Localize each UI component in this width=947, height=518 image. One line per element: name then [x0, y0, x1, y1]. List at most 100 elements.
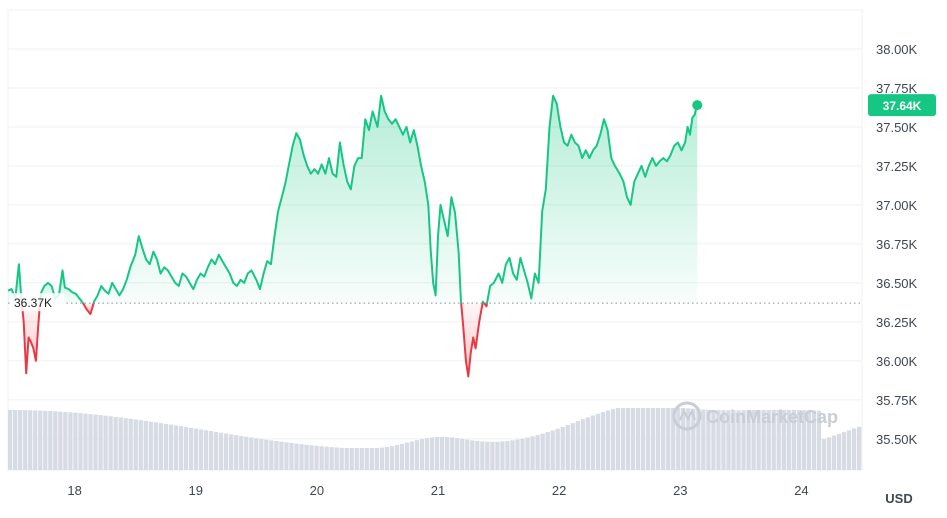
volume-bar: [18, 410, 23, 470]
volume-bar: [671, 408, 676, 470]
last-price-label: 37.64K: [883, 99, 922, 113]
volume-bar: [409, 441, 415, 470]
volume-bar: [645, 408, 651, 470]
watermark: CoinMarketCap: [672, 401, 838, 431]
volume-bar: [314, 445, 319, 470]
volume-bar: [721, 410, 726, 470]
volume-bar: [8, 410, 13, 470]
volume-bar: [98, 415, 103, 470]
volume-bar: [264, 439, 269, 470]
volume-bar: [620, 408, 626, 470]
volume-bar: [811, 410, 817, 470]
y-tick-label: 36.00K: [876, 354, 918, 369]
y-tick-label: 37.75K: [876, 81, 918, 96]
volume-bar: [138, 420, 143, 470]
volume-bar: [791, 409, 796, 470]
volume-bar: [610, 409, 616, 470]
price-line: [7, 94, 699, 378]
volume-bar: [289, 442, 294, 470]
y-tick-label: 37.50K: [876, 120, 918, 135]
volume-bar: [681, 408, 686, 470]
volume-bar: [269, 440, 274, 470]
volume-bar: [123, 418, 128, 470]
line-segment-down: [82, 302, 95, 316]
volume-bar: [565, 425, 570, 470]
volume-bar: [520, 438, 525, 470]
volume-bar: [490, 441, 495, 470]
volume-bar: [63, 411, 68, 470]
volume-bar: [53, 411, 58, 470]
volume-bar: [218, 432, 224, 470]
volume-bar: [168, 424, 174, 470]
volume-bar: [726, 410, 731, 470]
volume-bar: [851, 428, 857, 470]
volume-bar: [43, 410, 48, 470]
volume-bar: [374, 448, 379, 470]
volume-bar: [570, 423, 575, 470]
line-segment-down: [20, 303, 41, 375]
volume-bar: [841, 432, 847, 470]
y-tick-label: 36.50K: [876, 276, 918, 291]
line-segment-up: [39, 269, 84, 304]
volume-bar: [173, 425, 179, 470]
volume-bar: [103, 415, 108, 470]
volume-bar: [334, 447, 339, 470]
last-price-tag: [868, 94, 936, 117]
volume-bar: [213, 431, 219, 470]
volume-bar: [344, 448, 349, 470]
volume-bar: [666, 408, 671, 470]
volume-bar: [279, 441, 284, 470]
volume-bar: [299, 444, 304, 470]
volume-bar: [108, 416, 113, 470]
volume-bar: [460, 438, 465, 470]
volume-bar: [560, 426, 565, 470]
volume-bar: [846, 430, 852, 470]
grid-lines: [7, 9, 863, 471]
x-tick-label: 21: [431, 483, 445, 498]
volume-bar: [686, 408, 691, 470]
plot-frame: [7, 9, 863, 471]
volume-bar: [630, 408, 636, 470]
volume-bar: [324, 446, 329, 470]
volume-bar: [369, 448, 374, 470]
volume-bar: [470, 440, 475, 470]
x-tick-label: 19: [189, 483, 203, 498]
volume-bar: [676, 408, 681, 470]
volume-bar: [153, 422, 158, 470]
y-tick-label: 36.75K: [876, 237, 918, 252]
volume-bar: [259, 438, 264, 470]
volume-bar: [475, 440, 480, 470]
baseline-label-bg: [10, 293, 64, 312]
volume-bar: [776, 409, 781, 470]
volume-bar: [595, 413, 601, 470]
volume-bar: [13, 410, 18, 470]
volume-bar: [485, 441, 490, 470]
volume-bar: [505, 440, 510, 470]
volume-bar: [550, 430, 555, 470]
volume-bar: [148, 421, 153, 470]
volume-bar: [244, 436, 249, 470]
volume-bar: [349, 448, 354, 470]
volume-bar: [163, 423, 168, 470]
volume-bar: [133, 419, 138, 470]
volume-bar: [58, 411, 63, 470]
volume-bar: [806, 410, 812, 470]
volume-bar: [198, 429, 204, 470]
volume-bar: [389, 446, 395, 470]
volume-bar: [515, 439, 520, 470]
volume-bar: [404, 442, 410, 470]
volume-bar: [656, 408, 661, 470]
area-segment-up: [93, 95, 462, 304]
volume-bar: [746, 410, 751, 470]
volume-bar: [661, 408, 666, 470]
currency-label: USD: [885, 491, 912, 506]
volume-bar: [525, 437, 530, 470]
x-tick-label: 22: [552, 483, 566, 498]
volume-bar: [781, 409, 786, 470]
volume-bar: [605, 410, 611, 470]
volume-bar: [455, 438, 460, 470]
x-tick-label: 24: [794, 483, 808, 498]
volume-bar: [540, 433, 545, 470]
volume-bar: [640, 408, 646, 470]
